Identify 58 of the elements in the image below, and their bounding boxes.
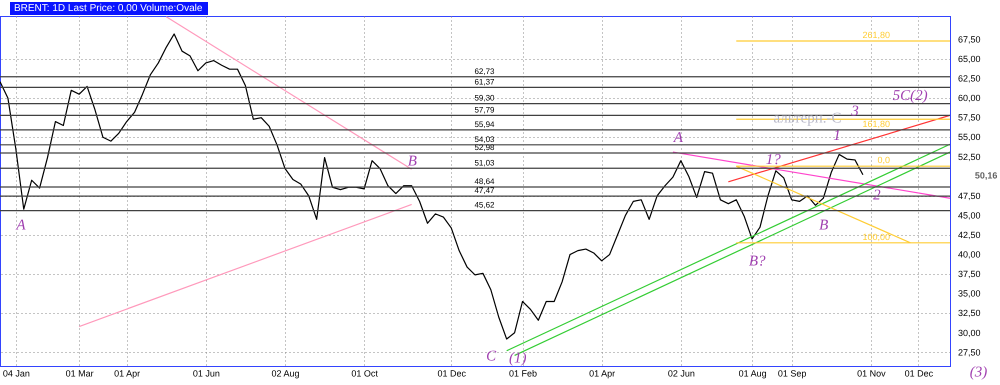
annotation: A [672, 130, 684, 146]
x-tick-label: 01 Apr [589, 368, 616, 378]
annotation: B? [748, 254, 766, 270]
annotation: B [819, 217, 828, 234]
x-tick-label: 01 Nov [857, 368, 886, 378]
y-tick-label: 42,50 [958, 230, 981, 240]
x-tick-label: 01 Dec [437, 368, 466, 378]
series-label: 0,0 [877, 155, 890, 166]
y-tick-label: 35,00 [958, 288, 981, 299]
y-tick-label: 32,50 [958, 308, 981, 318]
y-tick-label: 52,50 [958, 152, 981, 162]
x-tick-label: 01 Feb [508, 368, 538, 378]
y-tick-label: 37,50 [958, 269, 981, 280]
y-tick-label: 47,50 [958, 190, 981, 201]
annotation: B [408, 154, 417, 170]
ref-line-label: 51,03 [474, 158, 496, 168]
y-tick-label: 45,00 [958, 210, 981, 220]
series-label: 261,80 [862, 30, 890, 40]
ref-line-label: 48,64 [474, 176, 496, 186]
y-tick-label: 62,50 [958, 74, 981, 84]
ref-line-label: 47,47 [474, 186, 496, 196]
x-tick-label: 02 Jun [668, 368, 695, 378]
ref-line-label: 55,94 [474, 120, 496, 129]
ref-line-label: 57,79 [474, 105, 496, 114]
chart-title: BRENT: 1D Last Price: 0,00 Volume:Ovale [10, 2, 208, 15]
ref-line-label: 54,03 [474, 134, 496, 144]
x-tick-label: 04 Jan [2, 368, 30, 378]
y-tick-label: 65,00 [958, 54, 981, 64]
x-tick-label: 01 Oct [351, 368, 378, 378]
x-tick-label: 01 Jun [192, 368, 220, 378]
x-tick-label: 01 Dec [904, 368, 934, 378]
annotation: 1? [766, 152, 782, 168]
y-tick-label: 27,50 [958, 347, 981, 358]
text: 50,16 [974, 170, 998, 180]
x-tick-label: 02 Aug [271, 368, 300, 378]
y-tick-label: 57,50 [958, 112, 981, 123]
ref-line-label: 61,37 [474, 77, 496, 86]
text: (3) [970, 364, 988, 380]
y-tick-label: 30,00 [958, 328, 981, 338]
x-tick-label: 01 Aug [738, 368, 767, 378]
y-tick-label: 55,00 [958, 132, 981, 142]
ref-line-label: 62,73 [474, 66, 496, 76]
y-tick-label: 60,00 [958, 93, 981, 104]
annotation: 5C(2) [892, 88, 928, 104]
y-tick-label: 67,50 [958, 34, 981, 44]
x-tick-label: 01 Sep [778, 368, 806, 378]
annotation: 1 [833, 128, 841, 144]
annotation: C [486, 348, 498, 364]
x-tick-label: 01 Apr [114, 368, 140, 378]
x-tick-label: 01 Mar [66, 368, 94, 378]
series-label: 161,80 [862, 119, 890, 130]
y-tick-label: 40,00 [958, 250, 981, 260]
annotation: (1) [509, 350, 526, 366]
series-label: 100,00 [862, 232, 890, 242]
ref-line-label: 59,30 [474, 94, 496, 103]
ref-line-label: 52,98 [474, 143, 496, 152]
ref-line-label: 45,62 [474, 200, 496, 210]
annotation: A [15, 217, 26, 234]
